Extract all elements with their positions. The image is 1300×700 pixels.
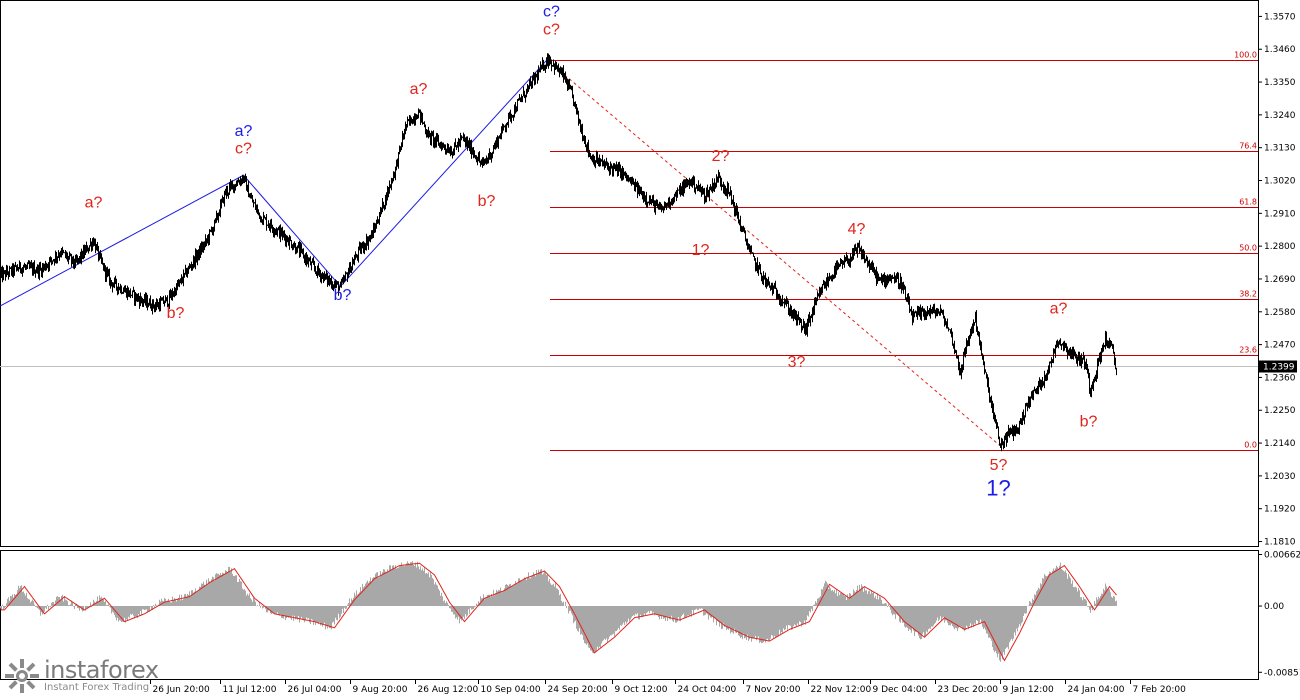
- time-tick-label: 26 Jul 04:00: [288, 685, 342, 695]
- time-tick-label: 24 Oct 04:00: [678, 685, 737, 695]
- brand-tagline: Instant Forex Trading: [44, 682, 150, 693]
- wave-label: 3?: [788, 354, 806, 371]
- wave-label: c?: [235, 141, 252, 158]
- current-price-label: 1.2399: [1263, 363, 1295, 373]
- instaforex-mark-icon: [5, 659, 39, 693]
- time-tick-label: 11 Jul 12:00: [223, 685, 277, 695]
- price-tick-label: 1.2910: [1264, 209, 1296, 219]
- oscillator-histogram: [0, 561, 1117, 662]
- fib-level-label: 76.4: [1239, 142, 1257, 151]
- wave-diagonal-line: [555, 66, 1001, 447]
- wave-label: 1?: [986, 475, 1010, 500]
- price-tick-label: 1.3350: [1264, 78, 1296, 88]
- fib-level-label: 38.2: [1239, 290, 1257, 299]
- brand-name: instaforex: [44, 656, 159, 684]
- time-tick-label: 22 Nov 12:00: [811, 685, 872, 695]
- time-tick-label: 7 Feb 20:00: [1133, 685, 1187, 695]
- wave-label: a?: [85, 194, 103, 211]
- time-tick-label: 23 Dec 20:00: [938, 685, 999, 695]
- time-tick-label: 9 Aug 20:00: [353, 685, 408, 695]
- time-tick-label: 9 Oct 12:00: [615, 685, 668, 695]
- price-tick-label: 1.1920: [1264, 505, 1296, 515]
- wave-label: b?: [478, 193, 496, 210]
- wave-label: c?: [543, 3, 560, 20]
- wave-label: 2?: [712, 148, 730, 165]
- oscillator-tick-label: -0.00851: [1264, 668, 1300, 678]
- price-tick-label: 1.1810: [1264, 538, 1296, 548]
- instaforex-logo: instaforex Instant Forex Trading: [4, 654, 180, 698]
- wave-label: 5?: [990, 457, 1008, 474]
- current-price-box: [1259, 360, 1297, 373]
- wave-trend-line: [0, 57, 549, 307]
- time-tick-label: 26 Jun 20:00: [153, 685, 210, 695]
- oscillator-signal-line: [0, 562, 1117, 662]
- price-tick-label: 1.3240: [1264, 111, 1296, 121]
- price-tick-label: 1.2360: [1264, 373, 1296, 383]
- oscillator-tick-label: 0.00: [1264, 602, 1284, 612]
- wave-label: a?: [1050, 300, 1068, 317]
- wave-label: b?: [1080, 414, 1098, 431]
- fib-level-label: 100.0: [1234, 51, 1257, 60]
- time-tick-label: 26 Aug 12:00: [418, 685, 479, 695]
- wave-label: c?: [543, 21, 560, 38]
- price-tick-label: 1.2140: [1264, 439, 1296, 449]
- time-tick-label: 7 Nov 20:00: [746, 685, 801, 695]
- oscillator-tick-label: 0.00662: [1264, 551, 1300, 561]
- price-tick-label: 1.2580: [1264, 308, 1296, 318]
- price-tick-label: 1.3460: [1264, 45, 1296, 55]
- price-tick-label: 1.2690: [1264, 275, 1296, 285]
- price-tick-label: 1.2250: [1264, 406, 1296, 416]
- fib-level-label: 0.0: [1244, 441, 1257, 450]
- wave-label: 1?: [692, 242, 710, 259]
- fib-level-label: 50.0: [1239, 244, 1257, 253]
- time-tick-label: 24 Sep 20:00: [548, 685, 608, 695]
- price-tick-label: 1.2800: [1264, 242, 1296, 252]
- time-tick-label: 24 Jan 04:00: [1068, 685, 1125, 695]
- price-tick-label: 1.3570: [1264, 12, 1296, 22]
- wave-label: 4?: [848, 221, 866, 238]
- price-tick-label: 1.3130: [1264, 144, 1296, 154]
- price-bars: [0, 53, 1117, 452]
- fib-level-label: 23.6: [1239, 346, 1257, 355]
- wave-label: b?: [167, 305, 185, 322]
- fib-level-label: 61.8: [1239, 198, 1257, 207]
- wave-label: a?: [410, 81, 428, 98]
- oscillator-pane-frame: [0, 550, 1259, 680]
- wave-label: b?: [334, 287, 352, 304]
- price-tick-label: 1.3020: [1264, 177, 1296, 187]
- time-tick-label: 9 Dec 04:00: [873, 685, 928, 695]
- time-tick-label: 9 Jan 12:00: [1003, 685, 1055, 695]
- price-tick-label: 1.2470: [1264, 341, 1296, 351]
- wave-label: a?: [235, 123, 253, 140]
- price-tick-label: 1.2030: [1264, 472, 1296, 482]
- price-pane-frame: [0, 0, 1259, 547]
- time-tick-label: 10 Sep 04:00: [481, 685, 541, 695]
